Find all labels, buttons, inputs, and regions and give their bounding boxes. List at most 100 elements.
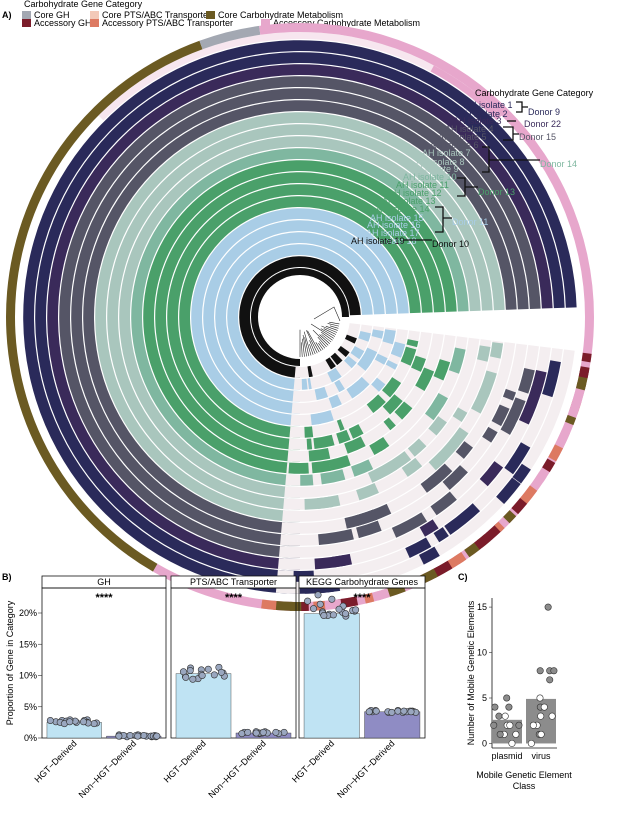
panel-c-point-1-1 bbox=[536, 667, 544, 675]
tree-branches bbox=[299, 306, 341, 357]
outer-ring-tick bbox=[375, 588, 391, 601]
panel-b-point-2-0-0 bbox=[314, 591, 322, 599]
isolate-label-6: AH isolate 6 bbox=[430, 140, 479, 150]
ring-block-13 bbox=[336, 429, 351, 444]
legend-swatch-1 bbox=[90, 11, 99, 19]
ring-block-3 bbox=[331, 554, 347, 568]
outer-ring-tick bbox=[494, 521, 505, 532]
panel-b-xtick-0-0: HGT−Derived bbox=[33, 738, 79, 784]
panel-b-ytick-4: 20% bbox=[19, 608, 37, 618]
ring-block-17 bbox=[358, 356, 372, 369]
panel-c-chart: Number of Mobile Genetic Elements 0 5 10 15 p… bbox=[466, 598, 572, 791]
isolate-label-19: AH isolate 19 bbox=[351, 236, 405, 246]
ring-block-9 bbox=[399, 451, 412, 464]
legend-label-0: Core GH bbox=[34, 10, 70, 20]
panel-b-point-2-0-10 bbox=[328, 595, 336, 603]
ring-block-13 bbox=[306, 438, 313, 450]
panel-c-ylabel: Number of Mobile Genetic Elements bbox=[466, 600, 476, 745]
ring-block-10 bbox=[351, 459, 374, 477]
panel-b-point-1-1-11 bbox=[259, 728, 267, 736]
panel-c-point-0-1 bbox=[505, 703, 513, 711]
donor-label-0: Donor 9 bbox=[528, 107, 560, 117]
ring-block-3 bbox=[530, 370, 547, 393]
outer-ring-tick bbox=[511, 498, 528, 515]
panel-c-xlabel-line-0: Mobile Genetic Element bbox=[476, 770, 572, 780]
ring-block-15 bbox=[371, 377, 386, 392]
outer-ring-tick bbox=[363, 592, 375, 604]
panel-b-point-2-1-16 bbox=[372, 707, 380, 715]
ring-light-4 bbox=[279, 345, 540, 558]
donor-bracket-0 bbox=[516, 101, 528, 113]
ring-block-7 bbox=[478, 370, 497, 398]
panel-b-point-0-1-12 bbox=[153, 732, 161, 740]
ring-block-11 bbox=[375, 437, 390, 452]
ring-block-16 bbox=[347, 381, 365, 399]
circos-plot bbox=[6, 23, 594, 611]
ring-light-15 bbox=[290, 328, 408, 426]
panel-c-point-0-2 bbox=[491, 703, 499, 711]
ring-block-19 bbox=[326, 357, 336, 369]
panel-b-point-1-1-8 bbox=[272, 728, 280, 736]
donor-label-3: Donor 14 bbox=[540, 159, 577, 169]
panel-b-point-1-1-14 bbox=[244, 728, 252, 736]
isolate-label-13: AH isolate 13 bbox=[382, 196, 436, 206]
panel-b-point-2-0-18 bbox=[320, 611, 328, 619]
donor-label-4: Donor 13 bbox=[478, 187, 515, 197]
donor-bracket-2 bbox=[503, 126, 519, 141]
legend-label-5: Accessory Carbohydrate Metabolism bbox=[273, 18, 420, 28]
ring-block-13 bbox=[382, 394, 403, 415]
panel-c-point-0-3 bbox=[495, 712, 503, 720]
panel-b-xtick-0-1: Non−HGT−Derived bbox=[77, 738, 139, 800]
panel-c-xlabel-line-1: Class bbox=[513, 781, 536, 791]
ring-block-18 bbox=[344, 355, 357, 369]
ring-block-8 bbox=[356, 483, 379, 501]
panel-b-point-2-0-4 bbox=[304, 597, 312, 605]
ring-block-5 bbox=[482, 426, 498, 443]
panel-b-bar-2-1 bbox=[364, 711, 421, 739]
panel-b-strip-title-0: GH bbox=[97, 577, 111, 587]
ring-block-1 bbox=[512, 463, 531, 484]
ring-block-2 bbox=[433, 527, 449, 543]
panel-b-point-2-0-16 bbox=[335, 605, 343, 613]
ring-block-13 bbox=[348, 424, 364, 439]
ring-block-1 bbox=[496, 477, 521, 504]
panel-b-signif-2: **** bbox=[353, 592, 371, 604]
panel-label-c: C) bbox=[458, 572, 468, 582]
ring-block-14 bbox=[382, 377, 402, 398]
donor-bracket-5 bbox=[435, 206, 452, 233]
panel-b-strip-title-2: KEGG Carbohydrate Genes bbox=[306, 577, 419, 587]
ring-block-8 bbox=[316, 494, 341, 509]
isolate-label-17: AH isolate 17 bbox=[366, 228, 420, 238]
panel-b-point-2-0-12 bbox=[352, 606, 360, 614]
donor-label-1: Donor 22 bbox=[524, 119, 561, 129]
ring-block-4 bbox=[391, 512, 428, 538]
ring-block-12 bbox=[383, 417, 396, 431]
panel-b-point-1-0-13 bbox=[198, 671, 206, 679]
panel-c-ytick-2: 10 bbox=[477, 648, 487, 658]
ring-block-4 bbox=[518, 368, 535, 394]
outer-ring-segment bbox=[430, 65, 502, 121]
panel-c-ytick-0: 0 bbox=[482, 738, 487, 748]
panel-b-point-1-0-14 bbox=[189, 675, 197, 683]
isolate-label-10: AH isolate 10 bbox=[403, 172, 457, 182]
isolate-label-18: AH isolate 18 bbox=[363, 236, 417, 246]
ring-block-16 bbox=[374, 353, 388, 365]
panel-b-signif-1: **** bbox=[225, 592, 243, 604]
panel-b-ytick-1: 5% bbox=[24, 702, 37, 712]
isolate-labels: AH isolate 1AH isolate 2AH isolate 3AH i… bbox=[351, 100, 577, 249]
panel-c-xtick-1: virus bbox=[531, 751, 551, 761]
ring-block-9 bbox=[407, 438, 427, 457]
ring-block-14 bbox=[304, 426, 314, 438]
donor-label-6: Donor 10 bbox=[432, 239, 469, 249]
ring-block-11 bbox=[288, 462, 309, 474]
outer-ring-tick bbox=[273, 600, 293, 611]
outer-ring-tick bbox=[473, 532, 493, 550]
ring-block-4 bbox=[500, 419, 516, 435]
ring-block-14 bbox=[336, 419, 345, 431]
panel-c-point-1-11 bbox=[529, 721, 537, 729]
ring-block-18 bbox=[327, 367, 342, 383]
isolate-label-4: AH isolate 4 bbox=[445, 124, 494, 134]
ring-block-19 bbox=[325, 358, 334, 370]
donor-label-5: Donor 11 bbox=[452, 217, 488, 227]
